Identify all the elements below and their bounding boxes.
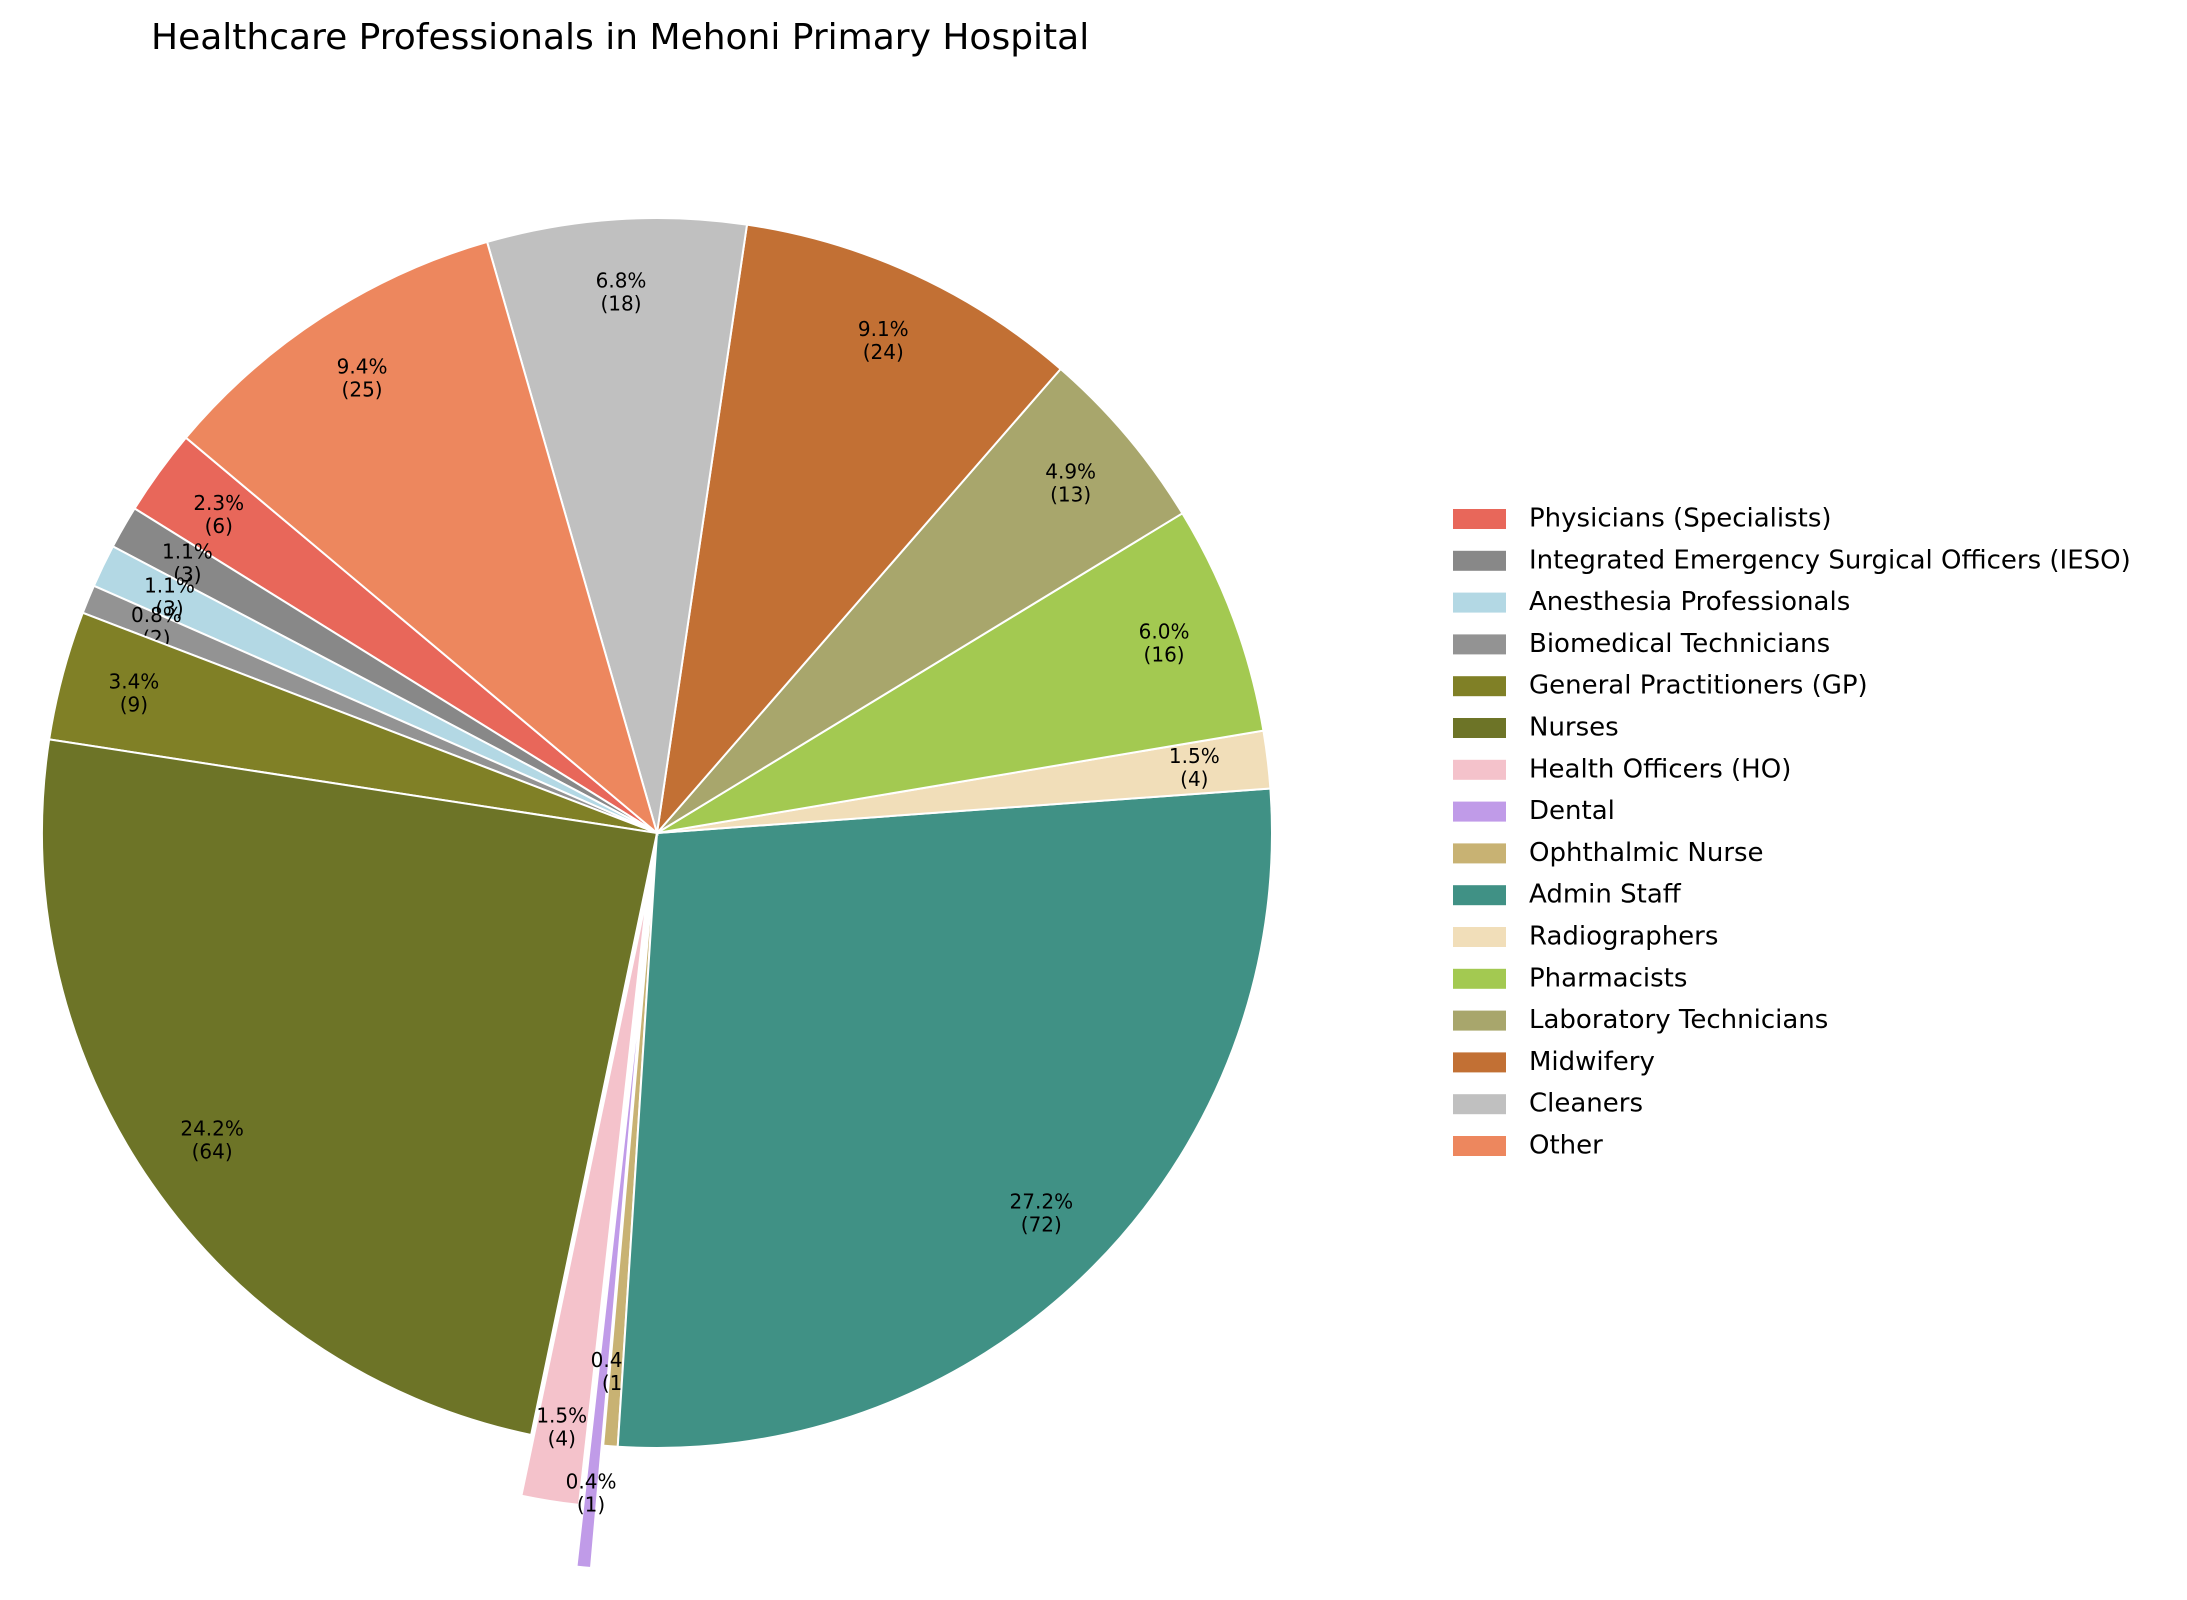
legend-swatch [1453,509,1506,529]
pie-slice [656,367,1184,834]
legend-swatch [1453,592,1506,613]
legend-label: Ophthalmic Nurse [1529,838,1764,868]
legend-swatch [1453,718,1506,738]
pie-slice [184,240,659,836]
value-label: (25) [342,378,383,402]
percent-label: 9.1% [858,317,909,341]
legend-label: Integrated Emergency Surgical Officers (… [1529,545,2131,575]
legend-label: Cleaners [1529,1089,1643,1119]
percent-label: 4.9% [1045,460,1096,484]
legend-swatch [1453,676,1506,697]
percent-label: 0.8% [131,603,182,627]
value-label: (1) [577,1492,605,1516]
percent-label: 1.5% [1169,744,1220,768]
percent-label: 1.5% [536,1404,587,1428]
legend-swatch [1453,843,1506,864]
percent-label: 3.4% [109,670,160,694]
legend-label: Anesthesia Professionals [1529,587,1850,617]
legend-label: Health Officers (HO) [1529,754,1791,784]
legend-label: Nurses [1529,713,1619,743]
legend-swatch [1453,1094,1506,1115]
pie-slice [485,217,749,834]
pie-slice [575,955,646,1570]
percent-label: 6.0% [1139,619,1190,643]
value-label: (6) [205,514,233,538]
chart-title: Healthcare Professionals in Mehoni Prima… [151,17,1089,58]
pie-slice [656,511,1265,834]
legend-label: General Practitioners (GP) [1529,671,1868,701]
percent-label: 27.2% [1010,1190,1074,1214]
legend-swatch [1453,1136,1506,1156]
legend-label: Dental [1529,796,1615,826]
legend-swatch [1453,968,1506,989]
pie-slice [41,738,659,1437]
legend-label: Pharmacists [1529,963,1687,993]
value-label: (72) [1021,1213,1062,1237]
value-label: (9) [120,693,148,717]
value-label: (4) [1180,767,1208,791]
legend-swatch [1453,1052,1506,1073]
value-label: (18) [600,291,641,315]
percent-label: 0.4% [566,1469,617,1493]
legend-label: Admin Staff [1529,880,1682,910]
value-label: (13) [1050,483,1091,507]
legend-label: Other [1529,1131,1603,1161]
percent-label: 1.1% [162,539,213,563]
value-label: (4) [548,1427,576,1451]
legend-swatch [1453,759,1506,780]
value-label: (16) [1144,642,1185,666]
value-label: (24) [863,340,904,364]
legend-swatch [1453,927,1506,947]
percent-label: 6.8% [596,268,647,292]
legend-swatch [1453,1010,1506,1031]
legend-label: Midwifery [1529,1047,1655,1077]
legend-swatch [1453,885,1506,906]
pie-slice [655,223,1063,837]
legend-swatch [1453,634,1506,655]
legend-label: Biomedical Technicians [1529,629,1830,659]
pie-slice [616,787,1273,1450]
legend-swatch [1453,801,1506,822]
pie-slice [520,893,649,1507]
legend-label: Radiographers [1529,922,1718,952]
percent-label: 1.1% [144,573,195,597]
legend-swatch [1453,550,1506,571]
value-label: (64) [192,1140,233,1164]
percent-label: 9.4% [337,355,388,379]
percent-label: 2.3% [193,491,244,515]
percent-label: 24.2% [180,1117,244,1141]
legend-label: Laboratory Technicians [1529,1005,1828,1035]
legend-label: Physicians (Specialists) [1529,504,1832,534]
